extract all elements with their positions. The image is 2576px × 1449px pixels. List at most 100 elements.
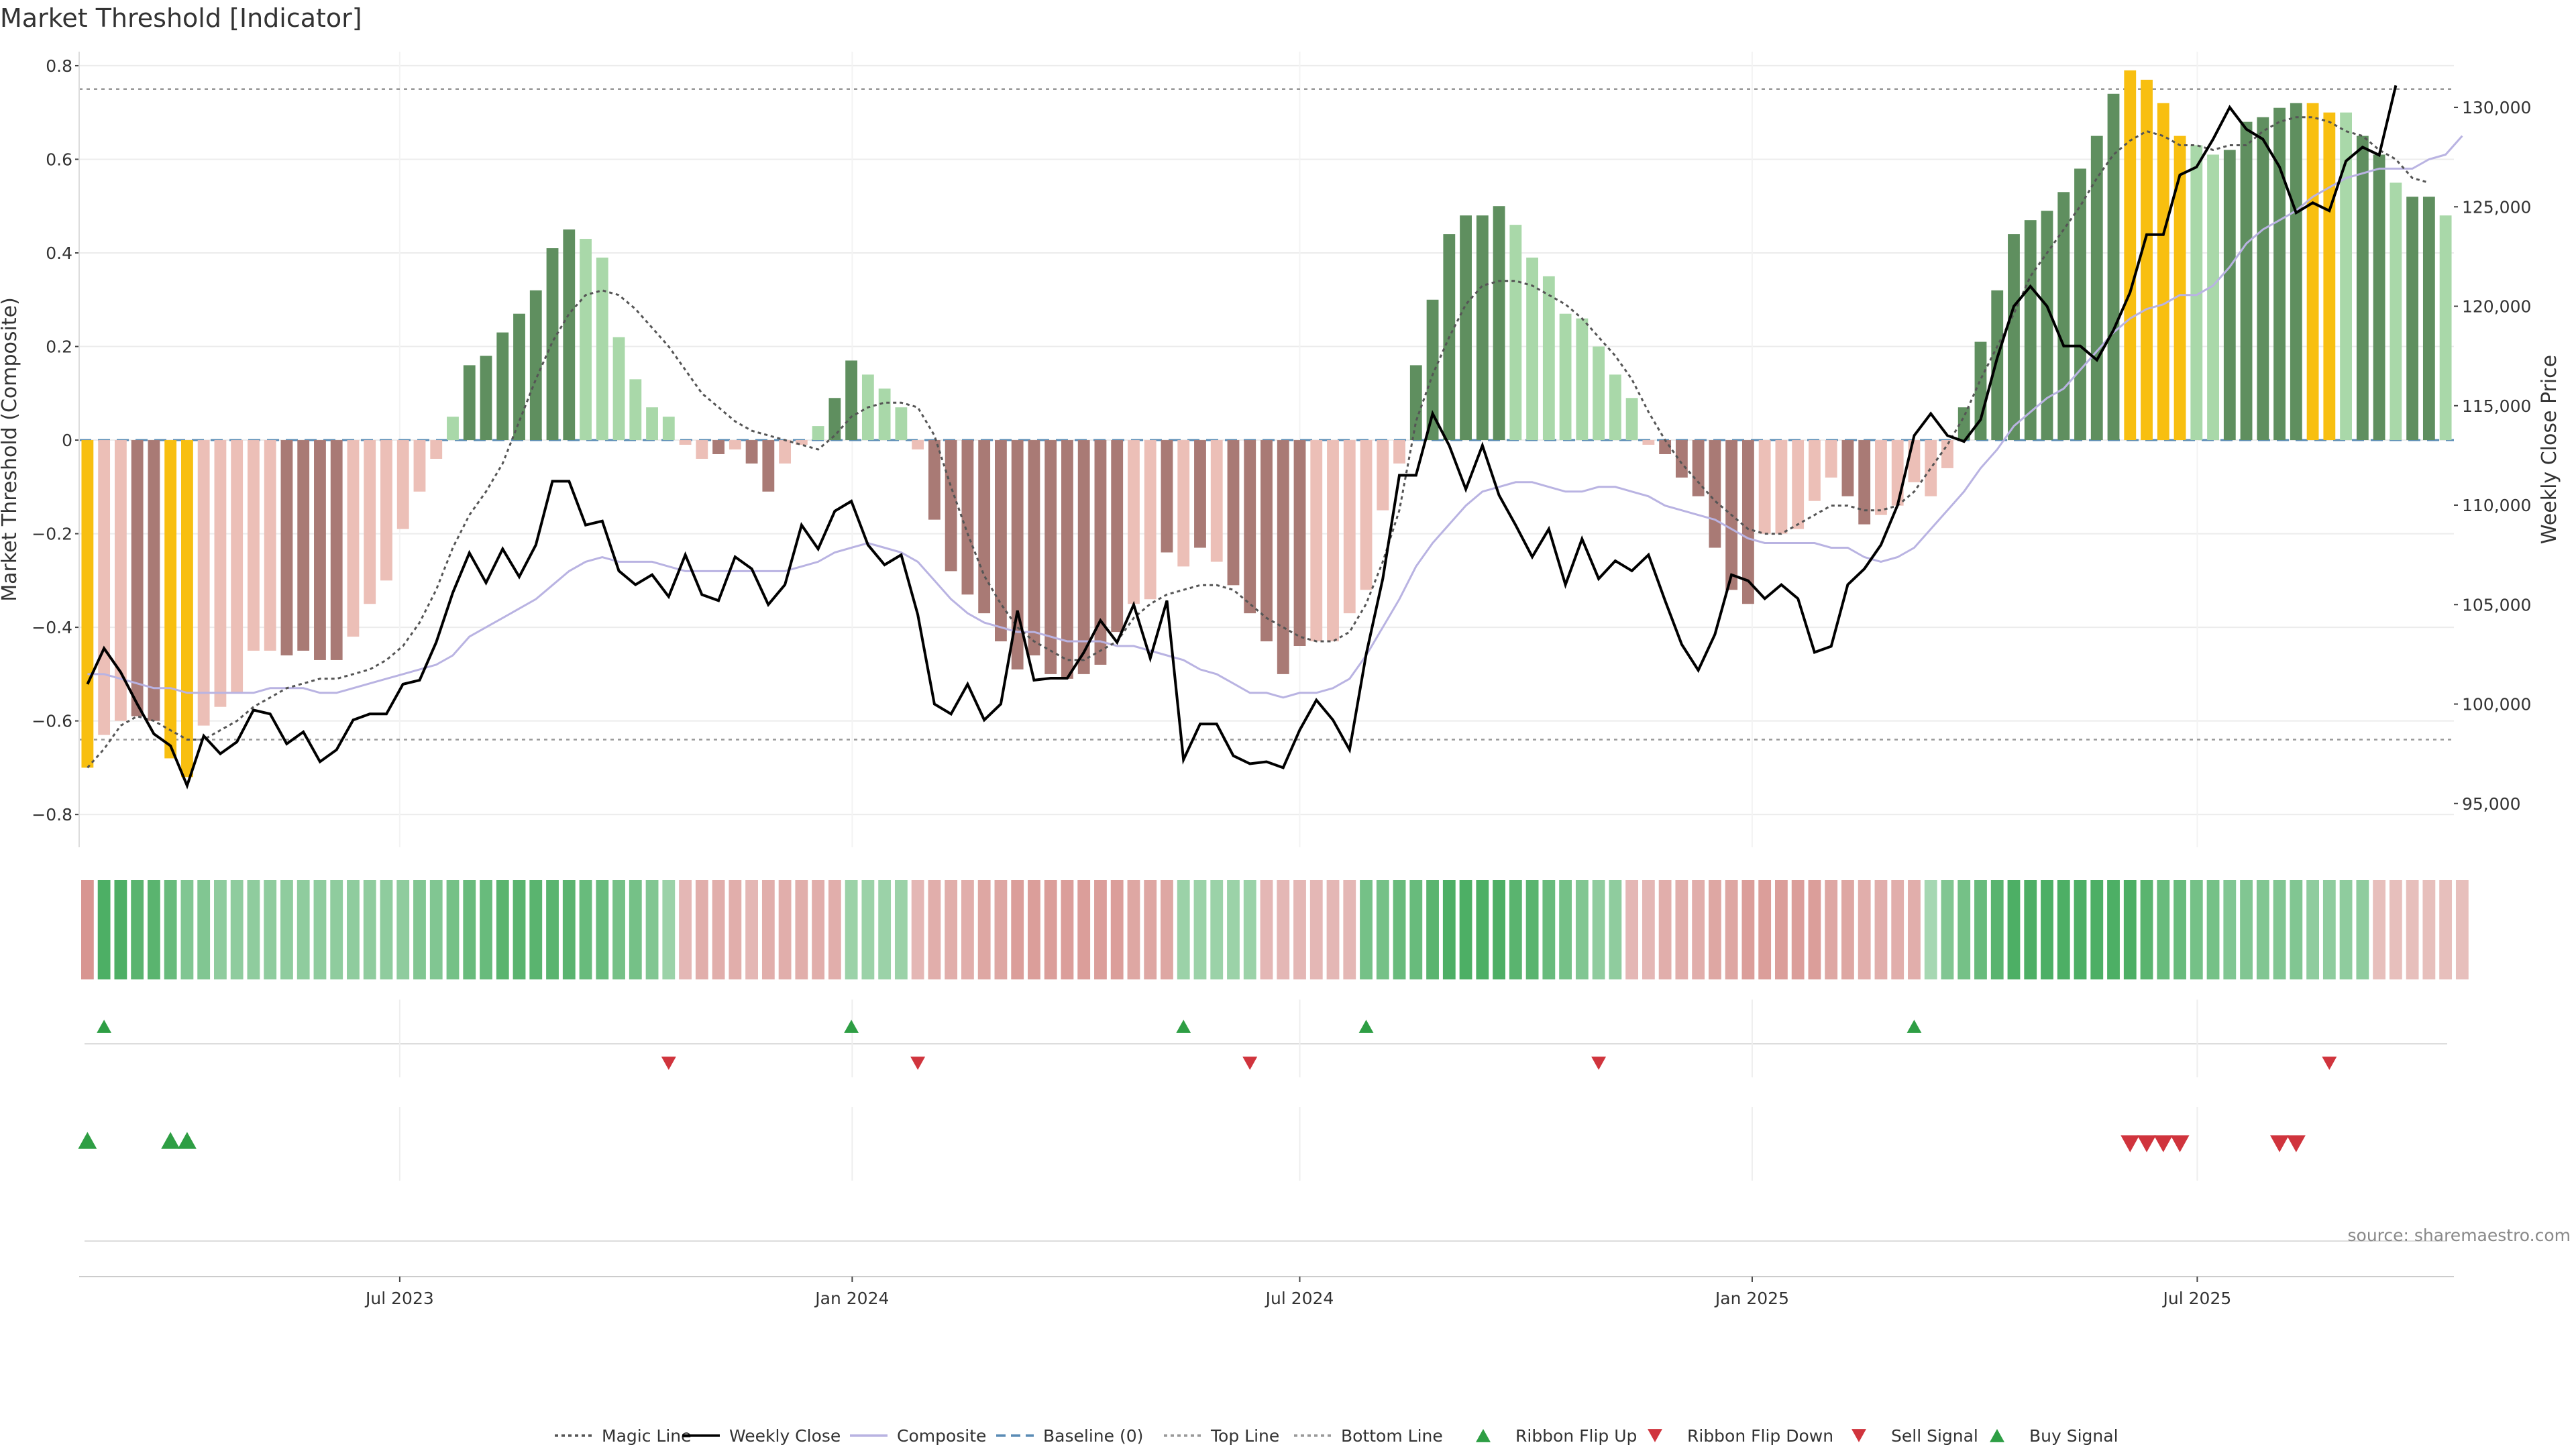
x-tick-label: Jan 2024 — [814, 1289, 889, 1308]
composite-bar — [1625, 398, 1638, 441]
ribbon-cell — [1476, 880, 1489, 979]
ribbon-cell — [1277, 880, 1290, 979]
right-axis: 95,000 100,000 105,000 110,000 115,000 120,00… — [2454, 98, 2531, 814]
composite-bar — [364, 440, 376, 604]
ribbon-flip-up-marker — [97, 1020, 112, 1033]
composite-bar — [1809, 440, 1821, 501]
composite-bar — [1460, 215, 1472, 441]
y2-tick-label: 105,000 — [2462, 595, 2531, 614]
composite-bar — [1161, 440, 1173, 553]
ribbon-cell — [1542, 880, 1556, 979]
ribbon-cell — [396, 880, 410, 979]
ribbon-cell — [1791, 880, 1805, 979]
composite-bar — [779, 440, 792, 464]
composite-bar — [895, 407, 908, 441]
ribbon-cell — [1077, 880, 1091, 979]
ribbon-cell — [861, 880, 875, 979]
composite-bar — [2024, 220, 2037, 441]
composite-bar — [2340, 112, 2353, 441]
composite-bar — [513, 313, 525, 441]
composite-bar — [1077, 440, 1090, 674]
legend-label: Weekly Close — [729, 1426, 841, 1446]
legend-triangle-up-icon — [1990, 1429, 2004, 1442]
ribbon-cell — [961, 880, 974, 979]
ribbon-cell — [546, 880, 559, 979]
ribbon-cell — [1011, 880, 1024, 979]
ribbon-cell — [1493, 880, 1505, 979]
y-tick-label: 0.4 — [46, 244, 72, 263]
ribbon-cell — [1161, 880, 1173, 979]
composite-bar — [114, 440, 127, 721]
ribbon-cell — [1227, 880, 1240, 979]
composite-bar — [1493, 206, 1505, 441]
composite-bar — [1210, 440, 1223, 562]
composite-bar — [2074, 168, 2086, 441]
ribbon-cell — [2406, 880, 2419, 979]
composite-bar — [1825, 440, 1837, 478]
ribbon-cell — [2439, 880, 2453, 979]
ribbon-cell — [1044, 880, 1057, 979]
ribbon-cell — [2123, 880, 2137, 979]
ribbon-cell — [413, 880, 426, 979]
ribbon-cell — [1243, 880, 1256, 979]
ribbon-cell — [180, 880, 194, 979]
ribbon-cell — [2322, 880, 2336, 979]
composite-bar — [1111, 440, 1124, 633]
ribbon-cell — [1974, 880, 1987, 979]
y2-tick-label: 95,000 — [2462, 794, 2520, 814]
composite-bar — [1128, 440, 1140, 604]
composite-bar — [2290, 103, 2302, 441]
ribbon-flip-down-marker — [2322, 1057, 2337, 1070]
ribbon-cell — [1941, 880, 1954, 979]
composite-bar — [148, 440, 160, 721]
composite-bar — [745, 440, 758, 464]
composite-bar — [2090, 136, 2103, 441]
composite-bar — [612, 337, 625, 441]
ribbon-cell — [2140, 880, 2153, 979]
ribbon-cell — [1326, 880, 1340, 979]
composite-bar — [98, 440, 111, 735]
ribbon-cell — [230, 880, 244, 979]
sell-signal-marker — [2286, 1135, 2306, 1152]
magic-line — [87, 116, 2430, 769]
sell-signal-marker — [2137, 1135, 2157, 1152]
ribbon-cell — [994, 880, 1008, 979]
ribbon-cell — [297, 880, 310, 979]
ribbon-cell — [429, 880, 443, 979]
composite-bar — [1244, 440, 1256, 614]
ribbon-cell — [363, 880, 376, 979]
ribbon-cell — [147, 880, 160, 979]
ribbon-flip-down-marker — [661, 1057, 676, 1070]
legend-label: Magic Line — [602, 1426, 692, 1446]
composite-bar — [1426, 299, 1439, 441]
composite-bar — [197, 440, 210, 726]
ribbon-cell — [1741, 880, 1755, 979]
ribbon-cell — [1177, 880, 1190, 979]
legend-triangle-down-icon — [1648, 1429, 1662, 1442]
composite-bar — [1858, 440, 1871, 525]
ribbon-cell — [928, 880, 941, 979]
date-axis: Jul 2023 Jan 2024 Jul 2024 Jan 2025 Jul 2025 — [79, 1276, 2454, 1308]
composite-bar — [280, 440, 293, 655]
composite-line — [87, 135, 2463, 699]
ribbon-cell — [1874, 880, 1888, 979]
ribbon-cell — [1210, 880, 1224, 979]
chart-title: Market Threshold [Indicator] — [0, 3, 362, 33]
composite-bar — [1476, 215, 1489, 441]
composite-bar — [2390, 182, 2402, 441]
y-tick-label: −0.8 — [32, 805, 72, 824]
composite-bar — [1991, 290, 2004, 441]
ribbon-cell — [911, 880, 924, 979]
ribbon-cell — [2107, 880, 2120, 979]
ribbon-cell — [1193, 880, 1207, 979]
ribbon-cell — [1609, 880, 1622, 979]
ribbon-cell — [2041, 880, 2053, 979]
ribbon-cell — [1094, 880, 1107, 979]
ribbon-cell — [695, 880, 708, 979]
composite-bar — [1957, 407, 1970, 441]
ribbon-cell — [1061, 880, 1074, 979]
composite-bar — [314, 440, 326, 660]
composite-bar — [2141, 79, 2153, 441]
composite-bar — [2124, 70, 2137, 441]
composite-bar — [1974, 341, 1987, 441]
